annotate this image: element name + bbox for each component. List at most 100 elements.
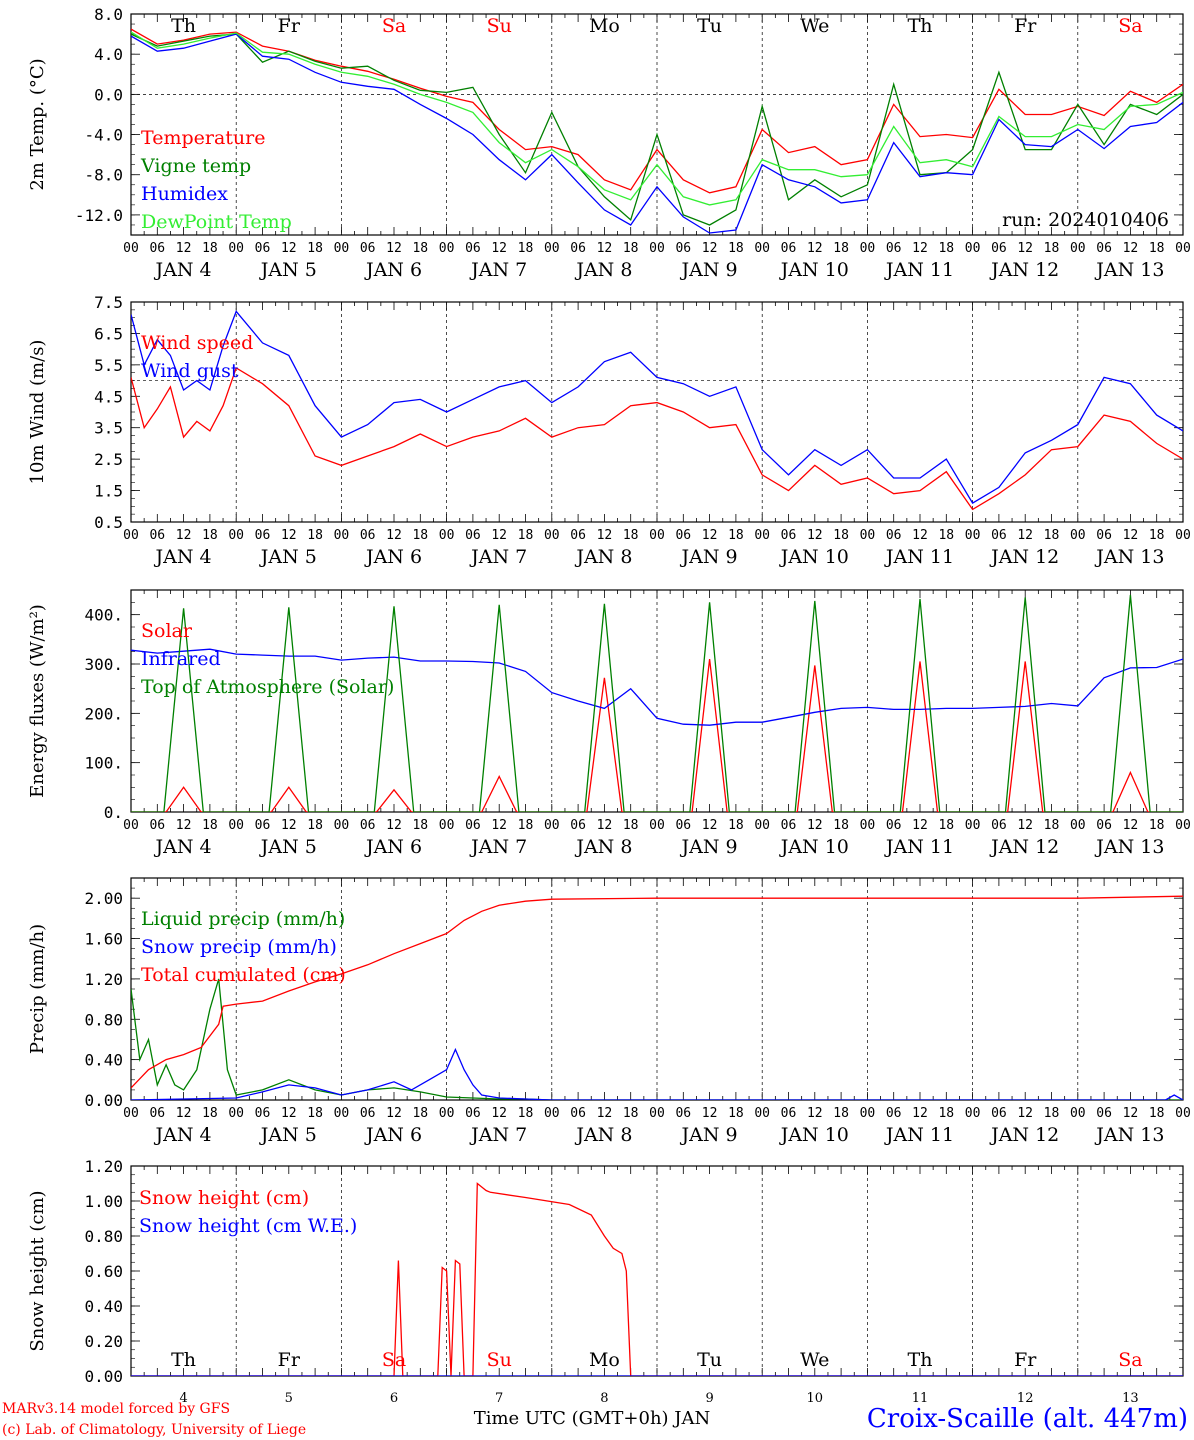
- hour-tick-label: 12: [1017, 818, 1033, 833]
- date-label: JAN 12: [989, 259, 1059, 281]
- y-tick-label: 1.00: [84, 1192, 123, 1211]
- date-label: JAN 8: [574, 836, 632, 858]
- date-label: 8: [600, 1391, 608, 1406]
- hour-tick-label: 06: [360, 1106, 376, 1121]
- hour-tick-label: 00: [1175, 528, 1191, 543]
- hour-tick-label: 06: [886, 1106, 902, 1121]
- series-line-2: [131, 648, 1183, 726]
- hour-tick-label: 00: [649, 241, 665, 256]
- hour-tick-label: 18: [202, 241, 218, 256]
- hour-tick-label: 06: [991, 241, 1007, 256]
- footer-credit-model: MARv3.14 model forced by GFS: [2, 1401, 230, 1417]
- hour-tick-label: 18: [412, 241, 428, 256]
- run-annotation: run: 2024010406: [1002, 209, 1169, 231]
- hour-tick-label: 06: [675, 528, 691, 543]
- y-tick-label: -12.0: [75, 206, 123, 225]
- panel-3: 400. 300. 200. 100. 0. Energy fluxes (W/m²) 00…: [27, 589, 1191, 858]
- hour-tick-label: 00: [439, 241, 455, 256]
- date-label: JAN 6: [364, 1124, 422, 1146]
- date-label: JAN 10: [779, 259, 849, 281]
- hour-tick-label: 18: [1044, 528, 1060, 543]
- y-tick-label: 4.5: [94, 387, 123, 406]
- date-label: JAN 10: [779, 546, 849, 568]
- y-tick-label: 200.: [84, 704, 123, 723]
- hour-tick-label: 12: [912, 241, 928, 256]
- date-label: 6: [390, 1391, 398, 1406]
- y-tick-label: 0.0: [94, 85, 123, 104]
- y-tick-label: 1.20: [84, 970, 123, 989]
- hour-tick-label: 18: [728, 528, 744, 543]
- y-tick-label: 0.40: [84, 1297, 123, 1316]
- hour-tick-label: 12: [1017, 1106, 1033, 1121]
- date-label: JAN 5: [259, 1124, 317, 1146]
- hour-tick-label: 18: [1044, 241, 1060, 256]
- hour-tick-label: 06: [149, 1106, 165, 1121]
- date-label: JAN 8: [574, 259, 632, 281]
- y-tick-label: 1.60: [84, 930, 123, 949]
- date-label: JAN 7: [469, 1124, 527, 1146]
- panel-5: 1.20 1.00 0.80 0.60 0.40 0.20 0.00 Snow height …: [27, 1157, 1184, 1406]
- hour-tick-label: 12: [386, 241, 402, 256]
- hour-tick-label: 12: [1123, 818, 1139, 833]
- date-label: JAN 12: [989, 546, 1059, 568]
- hour-tick-label: 00: [228, 818, 244, 833]
- y-tick-label: 0.20: [84, 1332, 123, 1351]
- hour-tick-label: 06: [360, 241, 376, 256]
- legend-entry: Wind gust: [141, 360, 239, 382]
- hour-tick-label: 18: [518, 528, 534, 543]
- hour-tick-label: 00: [1175, 1106, 1191, 1121]
- date-label: JAN 10: [779, 836, 849, 858]
- hour-tick-label: 12: [597, 1106, 613, 1121]
- hour-tick-label: 12: [702, 241, 718, 256]
- hour-tick-label: 18: [518, 818, 534, 833]
- hour-tick-label: 18: [833, 241, 849, 256]
- legend-entry: Vigne temp: [140, 155, 251, 177]
- date-label: JAN 4: [154, 259, 212, 281]
- hour-tick-label: 12: [702, 1106, 718, 1121]
- date-label: JAN 9: [680, 259, 738, 281]
- day-name-label: Sa: [1118, 15, 1142, 37]
- day-name-label: Th: [171, 15, 196, 37]
- hour-tick-label: 12: [1123, 241, 1139, 256]
- date-label: 13: [1122, 1391, 1139, 1406]
- hour-tick-label: 18: [938, 818, 954, 833]
- hour-tick-label: 00: [123, 1106, 139, 1121]
- hour-tick-label: 12: [912, 1106, 928, 1121]
- hour-tick-label: 12: [386, 528, 402, 543]
- series-line-2: [131, 33, 1183, 226]
- hour-tick-label: 12: [807, 1106, 823, 1121]
- hour-tick-label: 18: [623, 528, 639, 543]
- hour-tick-label: 00: [965, 818, 981, 833]
- hour-tick-label: 18: [938, 241, 954, 256]
- hour-tick-label: 00: [754, 241, 770, 256]
- day-name-label: Su: [487, 15, 512, 37]
- hour-tick-label: 06: [570, 528, 586, 543]
- hour-tick-label: 18: [938, 528, 954, 543]
- hour-tick-label: 18: [518, 1106, 534, 1121]
- hour-tick-label: 12: [281, 528, 297, 543]
- hour-tick-label: 06: [255, 1106, 271, 1121]
- hour-tick-label: 18: [307, 528, 323, 543]
- y-tick-label: 4.0: [94, 45, 123, 64]
- hour-tick-label: 18: [623, 1106, 639, 1121]
- hour-tick-label: 06: [886, 241, 902, 256]
- hour-tick-label: 06: [570, 241, 586, 256]
- panel-1: 8.0 4.0 0.0 -4.0 -8.0 -12.0 2m Temp. (°C) Th Fr S…: [27, 5, 1191, 281]
- hour-tick-label: 00: [965, 528, 981, 543]
- y-tick-label: 0.: [104, 803, 123, 822]
- day-name-label: Fr: [1014, 1349, 1037, 1371]
- hour-tick-label: 06: [149, 528, 165, 543]
- hour-tick-label: 12: [491, 818, 507, 833]
- y-tick-label: 5.5: [94, 356, 123, 375]
- hour-tick-label: 00: [860, 528, 876, 543]
- hour-tick-label: 00: [860, 1106, 876, 1121]
- series-line-2: [131, 1047, 1183, 1100]
- hour-tick-label: 18: [412, 1106, 428, 1121]
- hour-tick-label: 12: [912, 528, 928, 543]
- hour-tick-label: 00: [334, 241, 350, 256]
- y-tick-label: 0.00: [84, 1367, 123, 1386]
- hour-tick-label: 06: [991, 528, 1007, 543]
- day-name-label: We: [800, 1349, 829, 1371]
- hour-tick-label: 06: [255, 818, 271, 833]
- hour-tick-label: 06: [465, 1106, 481, 1121]
